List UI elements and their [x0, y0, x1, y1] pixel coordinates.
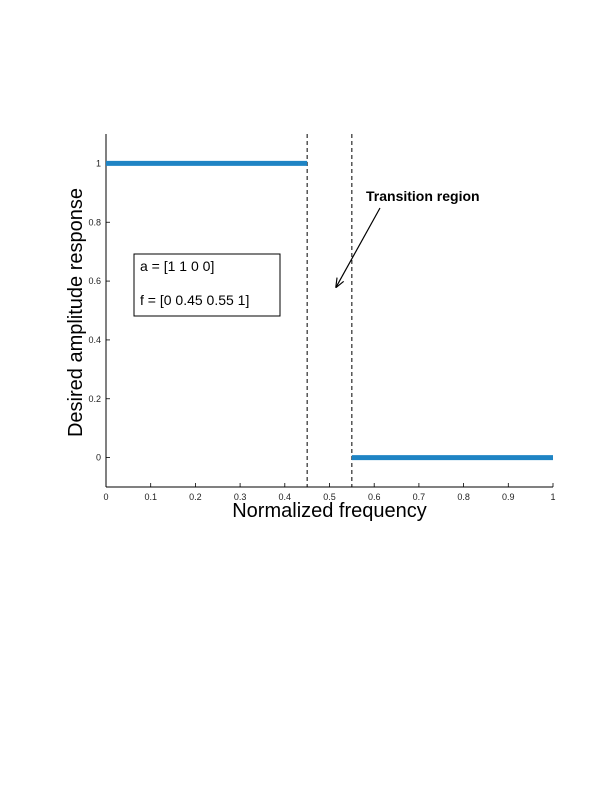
y-tick-label: 0.8: [88, 217, 101, 227]
x-tick-label: 0.7: [413, 492, 426, 502]
y-tick-label: 0: [96, 453, 101, 463]
x-tick-label: 0.1: [144, 492, 157, 502]
x-tick-label: 0.5: [323, 492, 336, 502]
y-tick-label: 0.2: [88, 394, 101, 404]
x-tick-label: 0.4: [279, 492, 292, 502]
x-tick-label: 0: [103, 492, 108, 502]
x-tick-label: 0.3: [234, 492, 247, 502]
y-axis-title: Desired amplitude response: [65, 188, 87, 437]
parameter-box: [133, 253, 281, 317]
x-tick-label: 0.2: [189, 492, 202, 502]
transition-region-label: Transition region: [366, 188, 480, 204]
y-tick-label: 1: [96, 158, 101, 168]
x-tick-label: 1: [550, 492, 555, 502]
y-tick-label: 0.6: [88, 276, 101, 286]
x-axis-title: Normalized frequency: [232, 500, 427, 522]
x-tick-label: 0.8: [457, 492, 470, 502]
parameter-a-text: a = [1 1 0 0]: [140, 258, 214, 274]
x-tick-label: 0.9: [502, 492, 515, 502]
parameter-f-text: f = [0 0.45 0.55 1]: [140, 292, 249, 308]
transition-region-arrow: [336, 207, 381, 287]
plot-area: 0 0.1 0.2 0.3 0.4 0.5 0.6 0.7 0.8 0.9 1 0 0.2 0.4 0.6 0…: [65, 134, 556, 522]
y-tick-label: 0.4: [88, 335, 101, 345]
x-tick-label: 0.6: [368, 492, 381, 502]
